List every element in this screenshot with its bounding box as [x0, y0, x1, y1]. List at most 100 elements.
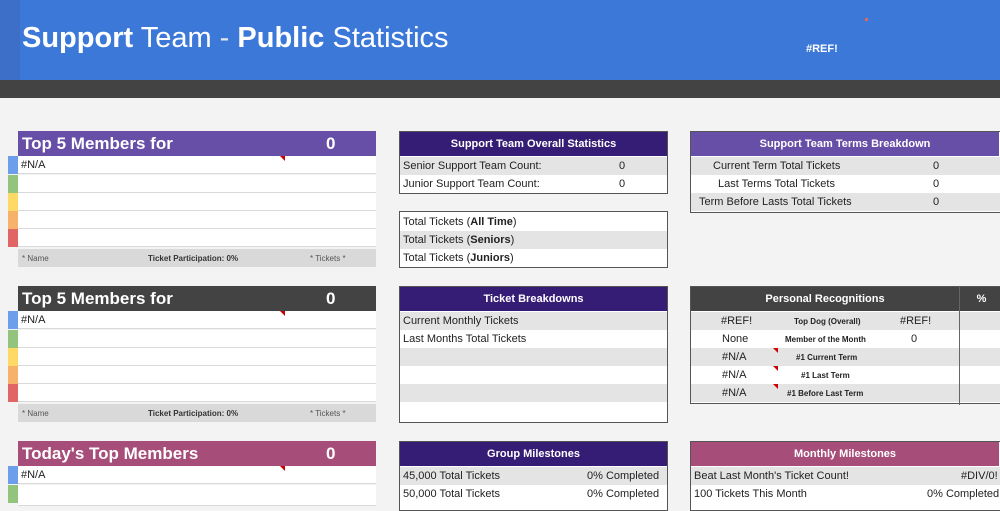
overall-stats-header: Support Team Overall Statistics [400, 132, 667, 156]
leaderboard-row[interactable] [18, 229, 376, 247]
footer-tickets-label: * Tickets * [310, 254, 346, 263]
milestone-progress: 0% Completed [927, 488, 1000, 500]
leaderboard-title: Top 5 Members for [22, 289, 173, 308]
term-label: Term Before Lasts Total Tickets [699, 196, 852, 208]
note-indicator [773, 384, 778, 389]
recognition-row[interactable]: #N/A #1 Current Term [691, 348, 1000, 366]
milestone-row[interactable]: 50,000 Total Tickets 0% Completed [400, 485, 667, 503]
recognition-right: #REF! [900, 315, 932, 327]
group-milestones-header: Group Milestones [400, 442, 667, 466]
leaderboard-row[interactable]: #N/A [18, 311, 376, 329]
term-value: 0 [933, 196, 940, 208]
breakdown-label: Last Months Total Tickets [403, 333, 527, 345]
total-label-close: ) [512, 216, 517, 228]
header-ref-cell[interactable]: #REF! [806, 43, 838, 55]
leaderboard-row[interactable]: #N/A [18, 156, 376, 174]
leaderboard-row[interactable] [18, 330, 376, 348]
recognitions-title: Personal Recognitions [765, 293, 885, 305]
footer-participation: Ticket Participation: 0% [148, 409, 239, 418]
note-indicator [280, 156, 285, 161]
milestone-progress: 0% Completed [587, 488, 660, 500]
breakdown-row[interactable]: Current Monthly Tickets [400, 312, 667, 330]
leaderboard-count: 0 [326, 444, 336, 463]
overall-stats-box: Support Team Overall Statistics Senior S… [399, 131, 668, 194]
leaderboard-row[interactable] [18, 366, 376, 384]
leaderboard-row[interactable] [18, 193, 376, 211]
term-row[interactable]: Term Before Lasts Total Tickets 0 [691, 193, 1000, 211]
note-indicator [773, 366, 778, 371]
leaderboard-row[interactable] [18, 175, 376, 193]
total-tickets-box: Total Tickets (All Time) Total Tickets (… [399, 211, 668, 268]
term-value: 0 [933, 160, 940, 172]
rank-stripe [8, 175, 18, 193]
header-edge [0, 0, 20, 80]
milestone-label: Beat Last Month's Ticket Count! [694, 470, 849, 482]
leaderboard-title: Top 5 Members for [22, 134, 173, 153]
terms-header: Support Team Terms Breakdown [691, 132, 999, 156]
recognition-row[interactable]: #REF! Top Dog (Overall) #REF! [691, 312, 1000, 330]
stat-value: 0 [619, 178, 626, 190]
recognition-left: None [722, 333, 749, 345]
title-support: Support [22, 22, 134, 54]
breakdown-row[interactable]: Last Months Total Tickets [400, 330, 667, 348]
leaderboard-count: 0 [326, 289, 336, 308]
terms-breakdown-box: Support Team Terms Breakdown Current Ter… [690, 131, 1000, 213]
breakdown-row[interactable] [400, 348, 667, 366]
overall-row[interactable]: Junior Support Team Count: 0 [400, 175, 667, 193]
rank-stripe [8, 211, 18, 229]
term-row[interactable]: Last Terms Total Tickets 0 [691, 175, 1000, 193]
breakdowns-header: Ticket Breakdowns [400, 287, 667, 311]
footer-name-label: * Name [22, 409, 49, 418]
leaderboard-1-header: Top 5 Members for 0 [18, 131, 376, 156]
leaderboard-3-header: Today's Top Members 0 [18, 441, 376, 466]
recognition-title: Member of the Month [785, 335, 866, 344]
recognition-left: #N/A [722, 369, 747, 381]
leaderboard-row[interactable]: #N/A [18, 466, 376, 484]
total-row[interactable]: Total Tickets (Seniors) [400, 231, 667, 249]
title-statistics: Statistics [324, 22, 449, 54]
total-row[interactable]: Total Tickets (All Time) [400, 213, 667, 231]
total-label: Total Tickets (All Time) [403, 216, 517, 228]
total-label-text: Total Tickets ( [403, 216, 471, 228]
stat-label: Senior Support Team Count: [403, 160, 542, 172]
total-label: Total Tickets (Seniors) [403, 234, 514, 246]
header-divider-bar [0, 80, 1000, 98]
ticket-breakdowns-box: Ticket Breakdowns Current Monthly Ticket… [399, 286, 668, 423]
stat-label: Junior Support Team Count: [403, 178, 540, 190]
milestone-row[interactable]: 100 Tickets This Month 0% Completed [691, 485, 1000, 503]
recognitions-pct: % [959, 287, 1000, 311]
footer-participation: Ticket Participation: 0% [148, 254, 239, 263]
leaderboard-row[interactable] [18, 211, 376, 229]
leaderboard-row[interactable] [18, 485, 376, 506]
rank-stripe [8, 330, 18, 348]
recognition-title: Top Dog (Overall) [794, 317, 861, 326]
footer-name-label: * Name [22, 254, 49, 263]
footer-tickets-label: * Tickets * [310, 409, 346, 418]
recognition-row[interactable]: #N/A #1 Last Term [691, 366, 1000, 384]
group-milestones-box: Group Milestones 45,000 Total Tickets 0% … [399, 441, 668, 511]
leaderboard-row[interactable] [18, 348, 376, 366]
recognition-title: #1 Last Term [801, 371, 850, 380]
leaderboard-row[interactable] [18, 384, 376, 402]
term-row[interactable]: Current Term Total Tickets 0 [691, 157, 1000, 175]
milestone-label: 100 Tickets This Month [694, 488, 807, 500]
recognition-row[interactable]: #N/A #1 Before Last Term [691, 384, 1000, 402]
header-banner [0, 0, 1000, 80]
recognitions-box: Personal Recognitions % #REF! Top Dog (Ov… [690, 286, 1000, 405]
overall-row[interactable]: Senior Support Team Count: 0 [400, 157, 667, 175]
breakdown-row[interactable] [400, 384, 667, 402]
monthly-milestones-box: Monthly Milestones Beat Last Month's Tic… [690, 441, 1000, 511]
total-label-bold: All Time [470, 216, 513, 228]
pct-column-divider [959, 311, 960, 405]
milestone-row[interactable]: Beat Last Month's Ticket Count! #DIV/0! [691, 467, 1000, 485]
recognition-row[interactable]: None Member of the Month 0 [691, 330, 1000, 348]
breakdown-row[interactable] [400, 366, 667, 384]
recognition-title: #1 Current Term [796, 353, 858, 362]
total-label-close: ) [509, 252, 514, 264]
milestone-label: 45,000 Total Tickets [403, 470, 501, 482]
total-label-text: Total Tickets ( [403, 234, 471, 246]
milestone-progress: 0% Completed [587, 470, 660, 482]
total-row[interactable]: Total Tickets (Juniors) [400, 249, 667, 267]
milestone-row[interactable]: 45,000 Total Tickets 0% Completed [400, 467, 667, 485]
comment-marker [865, 18, 868, 21]
